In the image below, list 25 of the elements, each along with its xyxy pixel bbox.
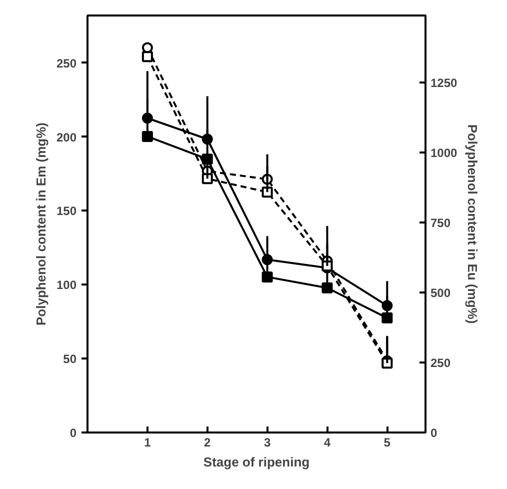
y2-tick-label: 500 bbox=[430, 286, 451, 300]
x-tick-label: 1 bbox=[144, 436, 152, 450]
point bbox=[142, 130, 153, 142]
y2-tick-label: 750 bbox=[430, 216, 451, 230]
y-tick-label: 0 bbox=[70, 426, 77, 440]
y2-axis-title: Polyphenol content in Eu (mg%) bbox=[465, 124, 480, 324]
y-tick-label: 200 bbox=[56, 130, 77, 144]
point bbox=[142, 51, 153, 62]
y-tick-label: 100 bbox=[56, 278, 77, 292]
point bbox=[262, 271, 273, 282]
y-axis-title: Polyphenol content in Em (mg%) bbox=[33, 122, 48, 326]
y2-tick-label: 250 bbox=[430, 356, 451, 370]
point bbox=[322, 282, 333, 294]
point bbox=[382, 312, 393, 324]
x-axis-title: Stage of ripening bbox=[203, 454, 310, 470]
x-tick-label: 3 bbox=[264, 436, 271, 450]
x-tick-label: 4 bbox=[324, 436, 331, 450]
y-tick-label: 250 bbox=[56, 56, 77, 70]
y2-tick-label: 0 bbox=[430, 426, 438, 440]
y2-tick-label: 1250 bbox=[430, 76, 458, 90]
y-tick-label: 50 bbox=[63, 352, 77, 366]
y2-tick-label: 1000 bbox=[430, 146, 458, 160]
y-tick-label: 150 bbox=[56, 204, 77, 218]
x-tick-label: 5 bbox=[384, 436, 391, 450]
x-tick-label: 2 bbox=[204, 436, 212, 450]
